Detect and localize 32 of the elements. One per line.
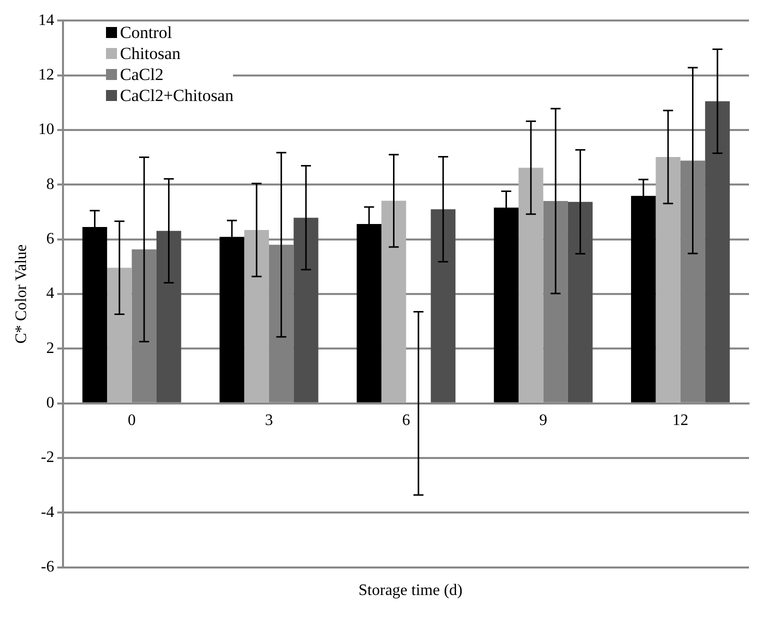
legend-label: CaCl2 bbox=[120, 64, 164, 85]
x-tick-label: 6 bbox=[402, 412, 410, 430]
y-tick-label: 2 bbox=[46, 340, 54, 357]
x-tick-label: 12 bbox=[672, 412, 688, 430]
bar bbox=[656, 157, 680, 402]
x-tick-label: 0 bbox=[128, 412, 136, 430]
bar bbox=[381, 200, 406, 402]
y-tick-label: -6 bbox=[40, 558, 54, 576]
legend-label: Control bbox=[120, 22, 172, 43]
y-tick-label: -4 bbox=[40, 504, 54, 521]
bar bbox=[294, 218, 318, 402]
y-tick-label: 14 bbox=[38, 12, 54, 29]
bar bbox=[518, 168, 544, 402]
y-axis-title: C* Color Value bbox=[12, 244, 30, 344]
bar bbox=[156, 230, 182, 402]
x-tick-label: 9 bbox=[539, 412, 548, 430]
legend-label: CaCl2+Chitosan bbox=[120, 85, 234, 106]
y-tick-label: 4 bbox=[46, 285, 54, 302]
y-tick-label: 10 bbox=[38, 121, 54, 138]
bar bbox=[430, 209, 456, 402]
x-axis-title: Storage time (d) bbox=[358, 582, 464, 600]
bar bbox=[107, 268, 132, 402]
y-tick-label: 0 bbox=[46, 394, 54, 412]
y-tick-label: 8 bbox=[46, 176, 54, 193]
legend-label: Chitosan bbox=[120, 43, 180, 64]
y-tick-label: 12 bbox=[38, 66, 54, 84]
bar bbox=[244, 230, 269, 402]
y-tick-label: 6 bbox=[46, 230, 54, 248]
y-tick-label: -2 bbox=[40, 449, 54, 466]
bar bbox=[568, 202, 593, 402]
x-tick-label: 3 bbox=[264, 412, 273, 430]
bar bbox=[705, 101, 730, 402]
